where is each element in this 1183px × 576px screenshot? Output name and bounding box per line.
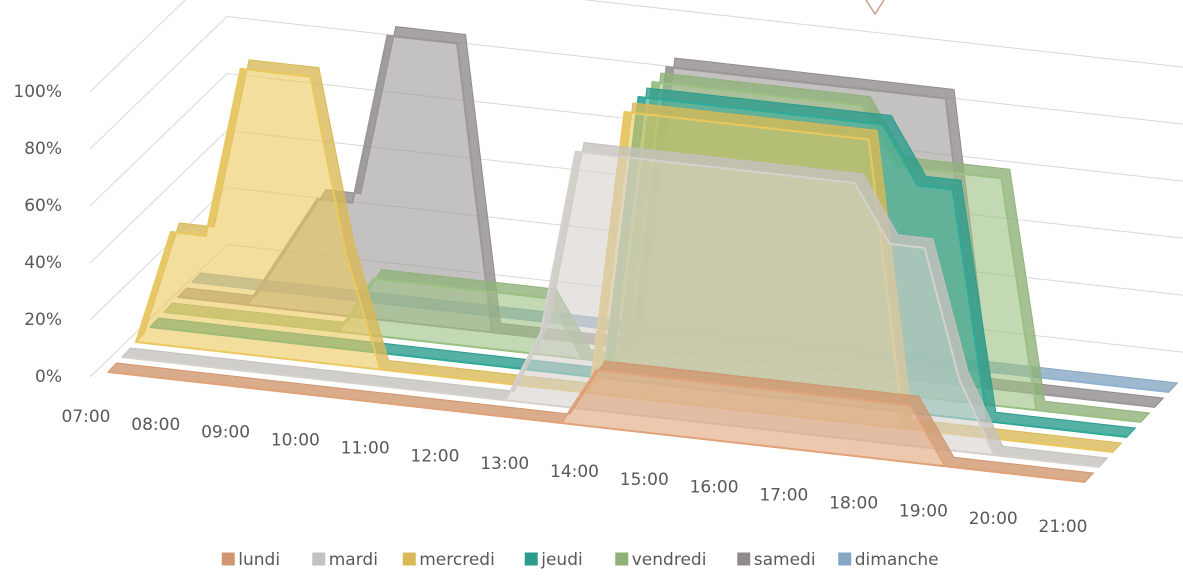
legend-swatch	[838, 552, 852, 566]
y-tick-label: 40%	[24, 253, 62, 273]
legend-label: samedi	[754, 550, 816, 570]
y-tick-label: 60%	[24, 196, 62, 216]
x-tick-label: 20:00	[969, 509, 1018, 529]
x-tick-label: 13:00	[480, 454, 529, 474]
x-tick-label: 09:00	[201, 423, 250, 443]
legend-swatch	[402, 552, 416, 566]
y-tick-label: 0%	[35, 367, 62, 387]
legend-label: vendredi	[632, 550, 707, 570]
legend-swatch	[615, 552, 629, 566]
x-tick-label: 15:00	[620, 470, 669, 490]
x-tick-label: 18:00	[829, 493, 878, 513]
legend-label: mercredi	[419, 550, 495, 570]
legend-swatch	[737, 552, 751, 566]
pointer-marker	[865, 0, 885, 16]
x-tick-label: 11:00	[341, 438, 390, 458]
x-tick-label: 07:00	[62, 407, 111, 427]
x-tick-label: 10:00	[271, 431, 320, 451]
legend-label: mardi	[329, 550, 378, 570]
x-tick-label: 08:00	[131, 415, 180, 435]
y-tick-label: 100%	[13, 82, 62, 102]
x-tick-label: 16:00	[690, 478, 739, 498]
legend-label: jeudi	[540, 550, 582, 570]
grid-line	[89, 0, 1183, 93]
y-tick-label: 80%	[24, 139, 62, 159]
legend-swatch	[312, 552, 326, 566]
x-tick-label: 21:00	[1039, 517, 1088, 537]
legend-swatch	[524, 552, 538, 566]
area	[121, 150, 1100, 468]
x-tick-label: 12:00	[410, 446, 459, 466]
legend-label: lundi	[238, 550, 280, 570]
y-tick-label: 20%	[24, 310, 62, 330]
x-tick-label: 19:00	[899, 501, 948, 521]
x-tick-label: 17:00	[759, 486, 808, 506]
x-tick-label: 14:00	[550, 462, 599, 482]
legend-label: dimanche	[855, 550, 939, 570]
legend-swatch	[221, 552, 235, 566]
area	[107, 368, 1086, 483]
